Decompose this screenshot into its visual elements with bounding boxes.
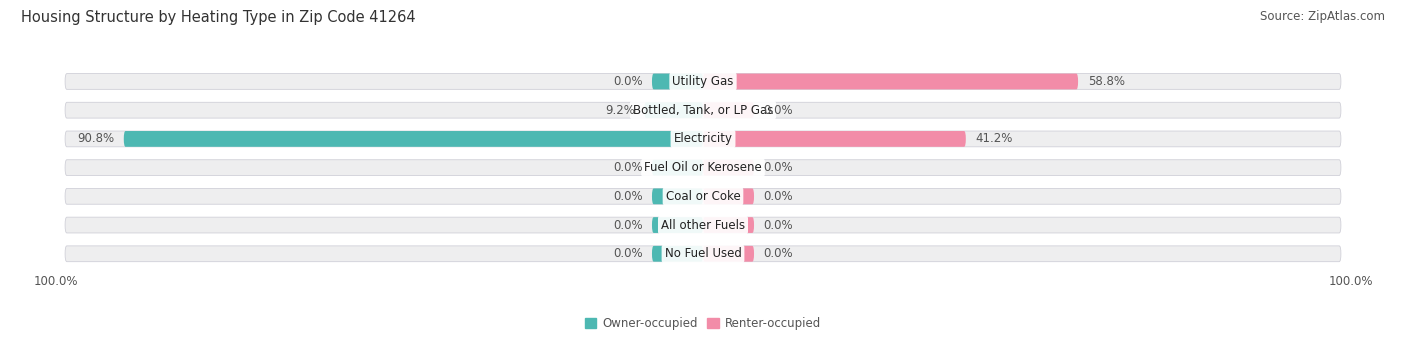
Text: 0.0%: 0.0%	[763, 161, 793, 174]
FancyBboxPatch shape	[65, 246, 1341, 262]
FancyBboxPatch shape	[65, 160, 1341, 176]
Text: 0.0%: 0.0%	[613, 247, 643, 260]
FancyBboxPatch shape	[65, 217, 1341, 233]
FancyBboxPatch shape	[703, 217, 754, 233]
Text: Electricity: Electricity	[673, 132, 733, 145]
FancyBboxPatch shape	[644, 102, 703, 118]
Legend: Owner-occupied, Renter-occupied: Owner-occupied, Renter-occupied	[579, 312, 827, 335]
Text: Housing Structure by Heating Type in Zip Code 41264: Housing Structure by Heating Type in Zip…	[21, 10, 416, 25]
Text: 0.0%: 0.0%	[613, 190, 643, 203]
Text: 90.8%: 90.8%	[77, 132, 114, 145]
FancyBboxPatch shape	[652, 217, 703, 233]
Text: Fuel Oil or Kerosene: Fuel Oil or Kerosene	[644, 161, 762, 174]
FancyBboxPatch shape	[65, 189, 1341, 204]
FancyBboxPatch shape	[703, 102, 754, 118]
Text: Source: ZipAtlas.com: Source: ZipAtlas.com	[1260, 10, 1385, 23]
FancyBboxPatch shape	[703, 74, 1078, 89]
FancyBboxPatch shape	[703, 189, 754, 204]
FancyBboxPatch shape	[65, 74, 1341, 89]
FancyBboxPatch shape	[652, 189, 703, 204]
Text: Bottled, Tank, or LP Gas: Bottled, Tank, or LP Gas	[633, 104, 773, 117]
Text: No Fuel Used: No Fuel Used	[665, 247, 741, 260]
Text: 0.0%: 0.0%	[613, 75, 643, 88]
Text: All other Fuels: All other Fuels	[661, 219, 745, 232]
FancyBboxPatch shape	[652, 160, 703, 176]
FancyBboxPatch shape	[124, 131, 703, 147]
FancyBboxPatch shape	[703, 246, 754, 262]
FancyBboxPatch shape	[652, 74, 703, 89]
FancyBboxPatch shape	[703, 131, 966, 147]
FancyBboxPatch shape	[65, 102, 1341, 118]
Text: 100.0%: 100.0%	[1329, 275, 1372, 288]
Text: 0.0%: 0.0%	[763, 104, 793, 117]
Text: Coal or Coke: Coal or Coke	[665, 190, 741, 203]
Text: 9.2%: 9.2%	[605, 104, 634, 117]
Text: 0.0%: 0.0%	[763, 190, 793, 203]
FancyBboxPatch shape	[703, 160, 754, 176]
FancyBboxPatch shape	[652, 246, 703, 262]
Text: 0.0%: 0.0%	[763, 247, 793, 260]
Text: 0.0%: 0.0%	[763, 219, 793, 232]
Text: 0.0%: 0.0%	[613, 219, 643, 232]
Text: 41.2%: 41.2%	[976, 132, 1012, 145]
Text: 58.8%: 58.8%	[1088, 75, 1125, 88]
Text: 0.0%: 0.0%	[613, 161, 643, 174]
Text: 100.0%: 100.0%	[34, 275, 77, 288]
FancyBboxPatch shape	[65, 131, 1341, 147]
Text: Utility Gas: Utility Gas	[672, 75, 734, 88]
